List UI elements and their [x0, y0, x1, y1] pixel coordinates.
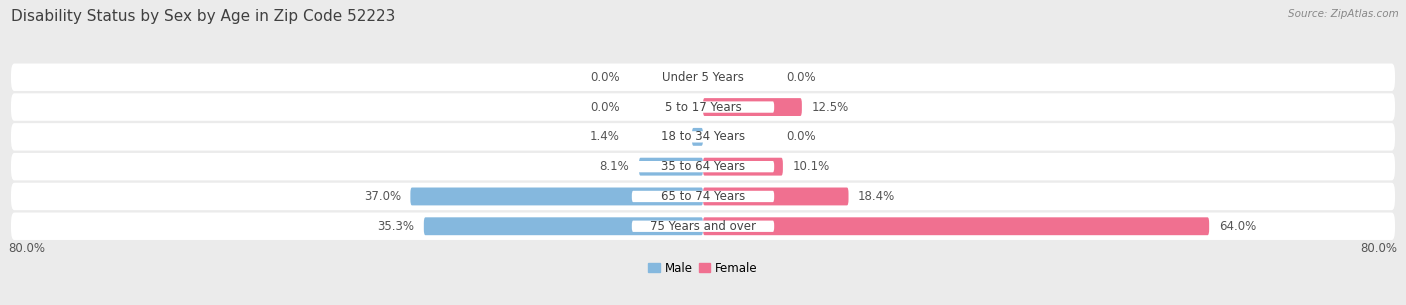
Text: 0.0%: 0.0% — [786, 71, 815, 84]
FancyBboxPatch shape — [631, 72, 775, 83]
Text: 65 to 74 Years: 65 to 74 Years — [661, 190, 745, 203]
FancyBboxPatch shape — [703, 217, 1209, 235]
FancyBboxPatch shape — [638, 158, 703, 176]
FancyBboxPatch shape — [11, 213, 1395, 240]
Text: Under 5 Years: Under 5 Years — [662, 71, 744, 84]
Text: 18 to 34 Years: 18 to 34 Years — [661, 130, 745, 143]
FancyBboxPatch shape — [631, 191, 775, 202]
FancyBboxPatch shape — [411, 188, 703, 205]
Text: 0.0%: 0.0% — [591, 71, 620, 84]
FancyBboxPatch shape — [11, 63, 1395, 91]
Text: 0.0%: 0.0% — [591, 101, 620, 113]
Text: 35.3%: 35.3% — [377, 220, 415, 233]
Text: 80.0%: 80.0% — [1361, 242, 1398, 255]
FancyBboxPatch shape — [703, 188, 849, 205]
Text: Disability Status by Sex by Age in Zip Code 52223: Disability Status by Sex by Age in Zip C… — [11, 9, 395, 24]
FancyBboxPatch shape — [11, 153, 1395, 180]
Text: 35 to 64 Years: 35 to 64 Years — [661, 160, 745, 173]
Text: 37.0%: 37.0% — [364, 190, 401, 203]
FancyBboxPatch shape — [423, 217, 703, 235]
Text: 5 to 17 Years: 5 to 17 Years — [665, 101, 741, 113]
FancyBboxPatch shape — [631, 101, 775, 113]
FancyBboxPatch shape — [11, 183, 1395, 210]
FancyBboxPatch shape — [631, 131, 775, 142]
FancyBboxPatch shape — [631, 161, 775, 172]
Text: Source: ZipAtlas.com: Source: ZipAtlas.com — [1288, 9, 1399, 19]
Text: 8.1%: 8.1% — [600, 160, 630, 173]
Text: 0.0%: 0.0% — [786, 130, 815, 143]
Text: 64.0%: 64.0% — [1219, 220, 1256, 233]
Text: 1.4%: 1.4% — [591, 130, 620, 143]
Legend: Male, Female: Male, Female — [644, 257, 762, 279]
FancyBboxPatch shape — [11, 93, 1395, 121]
Text: 80.0%: 80.0% — [8, 242, 45, 255]
Text: 75 Years and over: 75 Years and over — [650, 220, 756, 233]
FancyBboxPatch shape — [703, 158, 783, 176]
Text: 12.5%: 12.5% — [811, 101, 849, 113]
FancyBboxPatch shape — [631, 221, 775, 232]
Text: 18.4%: 18.4% — [858, 190, 896, 203]
Text: 10.1%: 10.1% — [793, 160, 830, 173]
FancyBboxPatch shape — [703, 98, 801, 116]
FancyBboxPatch shape — [11, 123, 1395, 151]
FancyBboxPatch shape — [692, 128, 703, 146]
